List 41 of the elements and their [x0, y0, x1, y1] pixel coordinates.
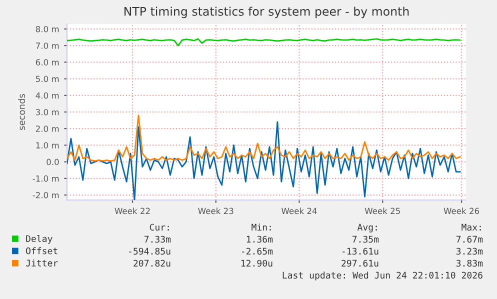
text: 12.90u: [241, 260, 272, 267]
text: 7.33m: [144, 236, 171, 243]
y-tick-label: 8.0 m: [36, 26, 59, 32]
x-tick-label: Week 23: [198, 208, 234, 214]
text: -594.85u: [129, 248, 170, 255]
legend-label: Delay: [26, 235, 52, 244]
x-tick-label: Week 22: [114, 208, 150, 214]
x-tick-label: Week 25: [364, 208, 400, 214]
chart-title: NTP timing statistics for system peer - by month: [124, 6, 409, 18]
text: 1.36m: [246, 236, 273, 243]
line-series: [67, 114, 461, 162]
x-tick-label: Week 24: [281, 208, 317, 214]
y-axis-title: seconds: [18, 94, 26, 130]
text: 7.67m: [456, 236, 483, 243]
y-tick-label: 5.0 m: [36, 76, 59, 82]
text: Max:: [462, 224, 481, 231]
text: 3.23m: [456, 248, 483, 255]
y-tick-label: 2.0 m: [36, 126, 59, 132]
legend-label: Offset: [26, 247, 58, 254]
y-tick-label: 6.0 m: [36, 59, 59, 66]
y-tick-label: -2.0 m: [32, 192, 59, 198]
text: 7.35m: [352, 236, 379, 243]
y-tick-label: 1.0 m: [36, 142, 59, 148]
y-tick-label: 4.0 m: [36, 92, 59, 99]
text: 3.83m: [456, 260, 483, 267]
text: Avg:: [357, 224, 377, 232]
legend-label: Jitter: [26, 259, 58, 266]
line-series: [67, 121, 461, 200]
text: -13.61u: [342, 248, 378, 255]
y-tick-label: 0.0: [46, 158, 59, 166]
text: -2.65m: [242, 248, 273, 255]
text: 207.82u: [134, 260, 170, 267]
text: 297.61u: [342, 260, 378, 267]
y-tick-label: -1.0 m: [32, 175, 59, 182]
line-series: [67, 38, 461, 46]
text: Cur:: [150, 224, 169, 231]
x-tick-label: Week 26: [444, 208, 480, 214]
text: Last update: Wed Jun 24 22:01:10 2026: [282, 272, 482, 280]
text: Min:: [252, 224, 271, 231]
y-tick-label: 7.0 m: [36, 42, 59, 49]
y-tick-label: 3.0 m: [36, 108, 59, 116]
